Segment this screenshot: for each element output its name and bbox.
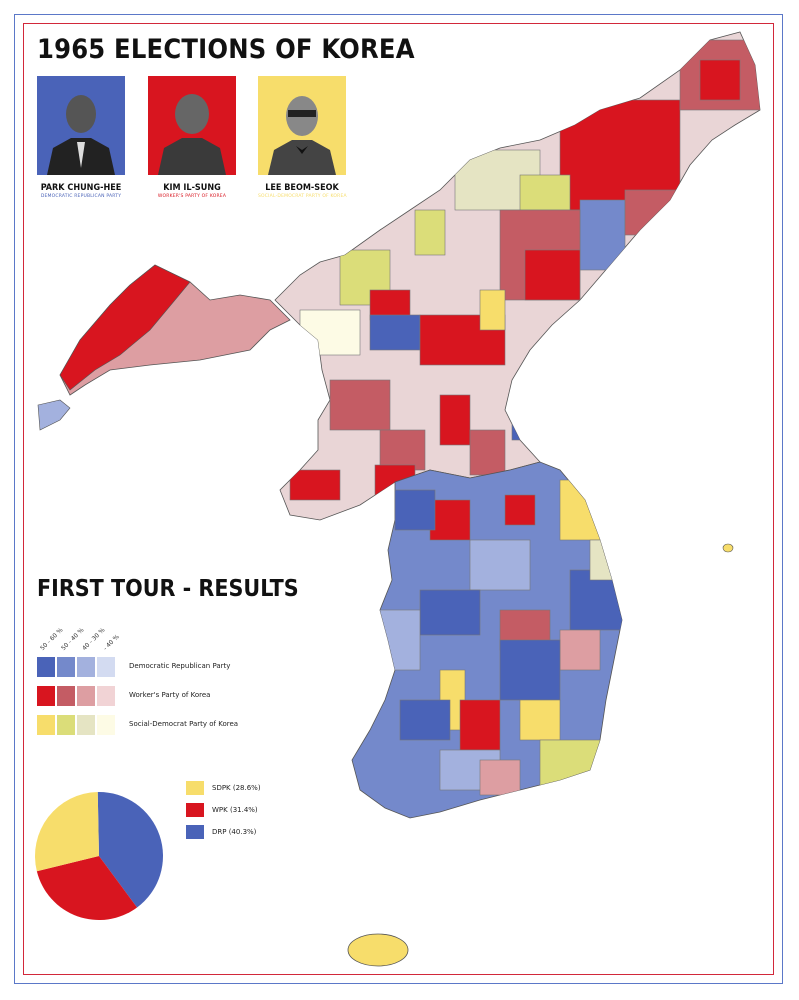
- legend-swatch: [77, 715, 95, 735]
- candidate-name: KIM IL-SUNG: [163, 183, 221, 193]
- legend-swatch: [57, 686, 75, 706]
- candidate-card: PARK CHUNG-HEE DEMOCRATIC REPUBLICAN PAR…: [37, 76, 125, 199]
- legend-swatch: [57, 715, 75, 735]
- candidate-name: PARK CHUNG-HEE: [40, 183, 122, 193]
- legend-range-headers: 50 - 60 % 50 - 40 % 40 - 30 % - 40 %: [38, 622, 128, 652]
- candidate-party: WORKER'S PARTY OF KOREA: [157, 194, 227, 199]
- legend-swatch: [37, 657, 55, 677]
- results-title: FIRST TOUR - RESULTS: [37, 576, 299, 602]
- legend-swatch: [57, 657, 75, 677]
- pie-legend-label: DRP (40.3%): [212, 828, 257, 836]
- pie-slice-drp: [97, 792, 163, 908]
- legend-label: Social-Democrat Party of Korea: [129, 720, 239, 728]
- pie-legend-swatch: [186, 803, 204, 817]
- portrait-park: [37, 76, 125, 175]
- candidate-party: DEMOCRATIC REPUBLICAN PARTY: [40, 194, 122, 199]
- candidate-name: LEE BEOM-SEOK: [265, 183, 339, 193]
- outer-frame: [14, 14, 783, 984]
- results-pie-chart: [35, 792, 163, 920]
- legend-swatch: [37, 715, 55, 735]
- legend-swatch: [97, 686, 115, 706]
- legend-swatch: [97, 657, 115, 677]
- range-label: - 40 %: [102, 633, 121, 652]
- legend-swatch: [97, 715, 115, 735]
- portrait-kim: [148, 76, 236, 175]
- pie-slice-sdpk: [35, 792, 99, 872]
- candidate-card: LEE BEOM-SEOK SOCIAL-DEMOCRAT PARTY OF K…: [258, 76, 347, 199]
- legend-swatch: [77, 686, 95, 706]
- page-title: 1965 ELECTIONS OF KOREA: [37, 34, 415, 65]
- pie-legend-label: SDPK (28.6%): [212, 784, 261, 792]
- candidate-card: KIM IL-SUNG WORKER'S PARTY OF KOREA: [148, 76, 236, 199]
- pie-legend-swatch: [186, 781, 204, 795]
- pie-legend-swatch: [186, 825, 204, 839]
- legend-swatch: [37, 686, 55, 706]
- candidate-party: SOCIAL-DEMOCRAT PARTY OF KOREA: [258, 194, 347, 199]
- legend-label: Worker's Party of Korea: [129, 691, 211, 699]
- legend-swatch: [77, 657, 95, 677]
- pie-slice-wpk: [36, 856, 138, 920]
- inner-frame: [23, 23, 774, 975]
- legend-label: Democratic Republican Party: [129, 662, 231, 670]
- pie-legend-label: WPK (31.4%): [212, 806, 258, 814]
- portrait-lee: [258, 76, 346, 175]
